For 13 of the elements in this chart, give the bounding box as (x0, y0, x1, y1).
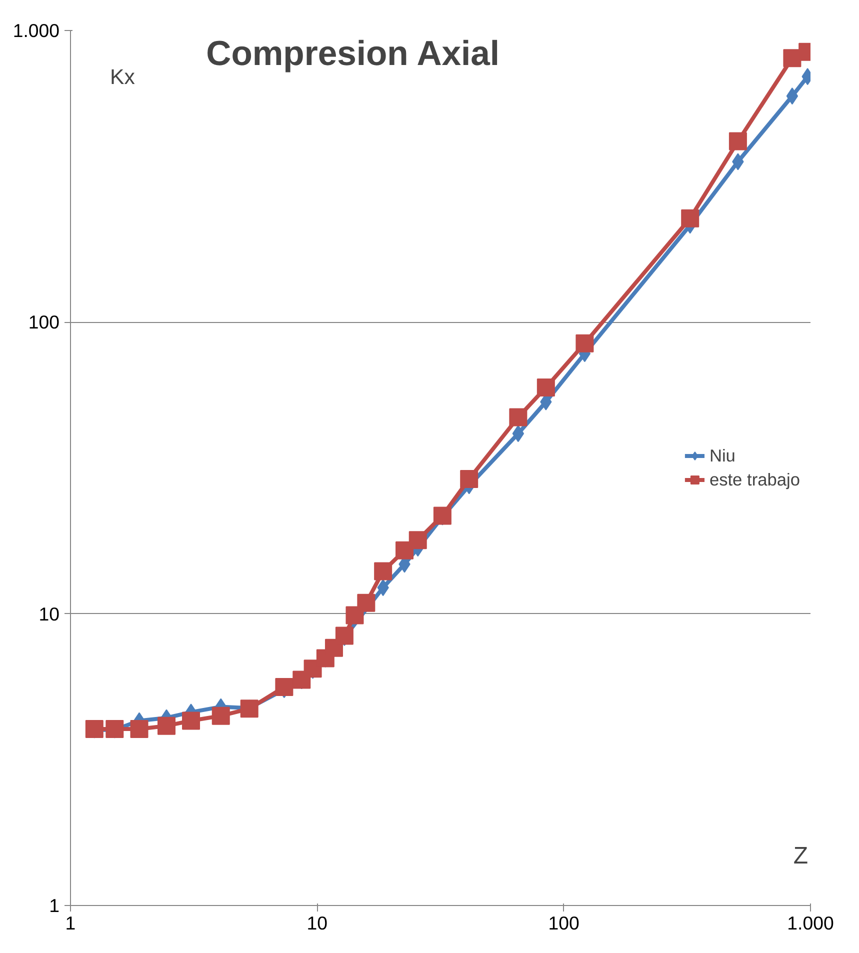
legend-label: este trabajo (709, 469, 800, 490)
x-tick-label: 10 (306, 912, 328, 934)
chart-title: Compresion Axial (206, 34, 500, 73)
y-tick-label: 1.000 (12, 20, 60, 41)
y-tick-label: 100 (28, 312, 60, 333)
legend-label: Niu (709, 445, 736, 466)
x-tick-label: 1.000 (787, 912, 834, 934)
x-tick-label: 100 (548, 912, 580, 934)
x-axis-title: Z (793, 842, 808, 870)
y-tick-label: 10 (38, 603, 60, 624)
y-axis-title: Kx (110, 65, 136, 90)
x-tick-label: 1 (65, 912, 76, 934)
y-tick-label: 1 (49, 895, 60, 916)
